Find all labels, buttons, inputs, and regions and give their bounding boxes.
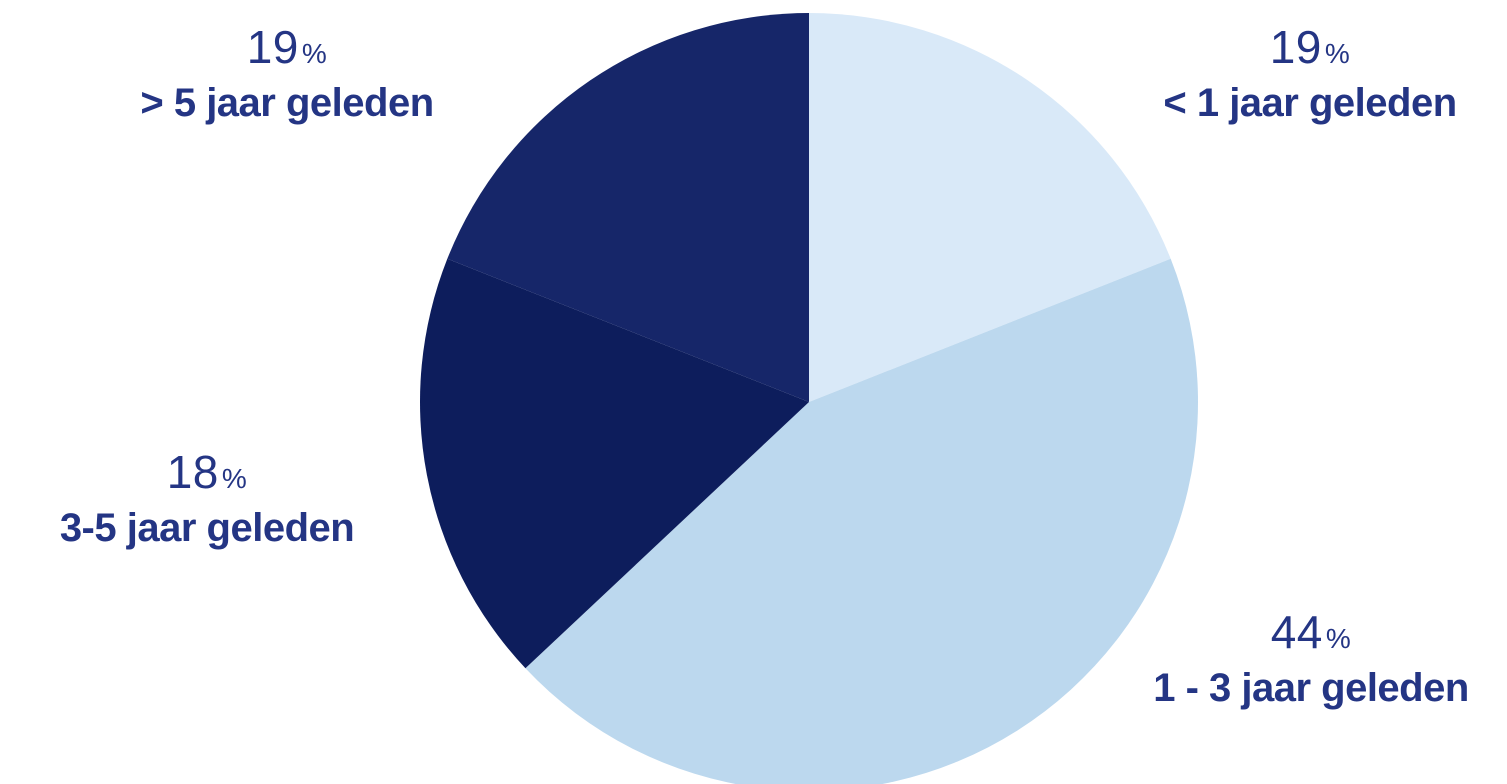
slice-value-3-5: 18 [166, 446, 219, 498]
slice-lt1 [809, 13, 1171, 402]
slice-percent-gt5: 19% [112, 22, 462, 79]
slice-percent-3-5: 18% [30, 447, 384, 504]
slice-gt5 [447, 13, 809, 402]
percent-sign: % [1324, 38, 1351, 69]
slice-value-1-3: 44 [1270, 606, 1323, 658]
slice-name-gt5: > 5 jaar geleden [140, 81, 434, 125]
slice-name-lt1: < 1 jaar geleden [1163, 81, 1457, 125]
percent-sign: % [301, 38, 328, 69]
slice-value-lt1: 19 [1269, 21, 1322, 73]
slice-name-1-3: 1 - 3 jaar geleden [1153, 666, 1469, 710]
percent-sign: % [221, 463, 248, 494]
slice-label-1-3: 44% 1 - 3 jaar geleden [1140, 607, 1482, 712]
slice-value-gt5: 19 [246, 21, 299, 73]
slice-name-3-5: 3-5 jaar geleden [59, 506, 355, 550]
slice-label-gt5: 19% > 5 jaar geleden [112, 22, 462, 127]
percent-sign: % [1325, 623, 1352, 654]
slice-3-5 [420, 258, 809, 669]
slice-percent-lt1: 19% [1145, 22, 1475, 79]
slice-percent-1-3: 44% [1140, 607, 1482, 664]
slice-1-3 [525, 258, 1198, 784]
slice-label-3-5: 18% 3-5 jaar geleden [30, 447, 384, 552]
slice-label-lt1: 19% < 1 jaar geleden [1145, 22, 1475, 127]
